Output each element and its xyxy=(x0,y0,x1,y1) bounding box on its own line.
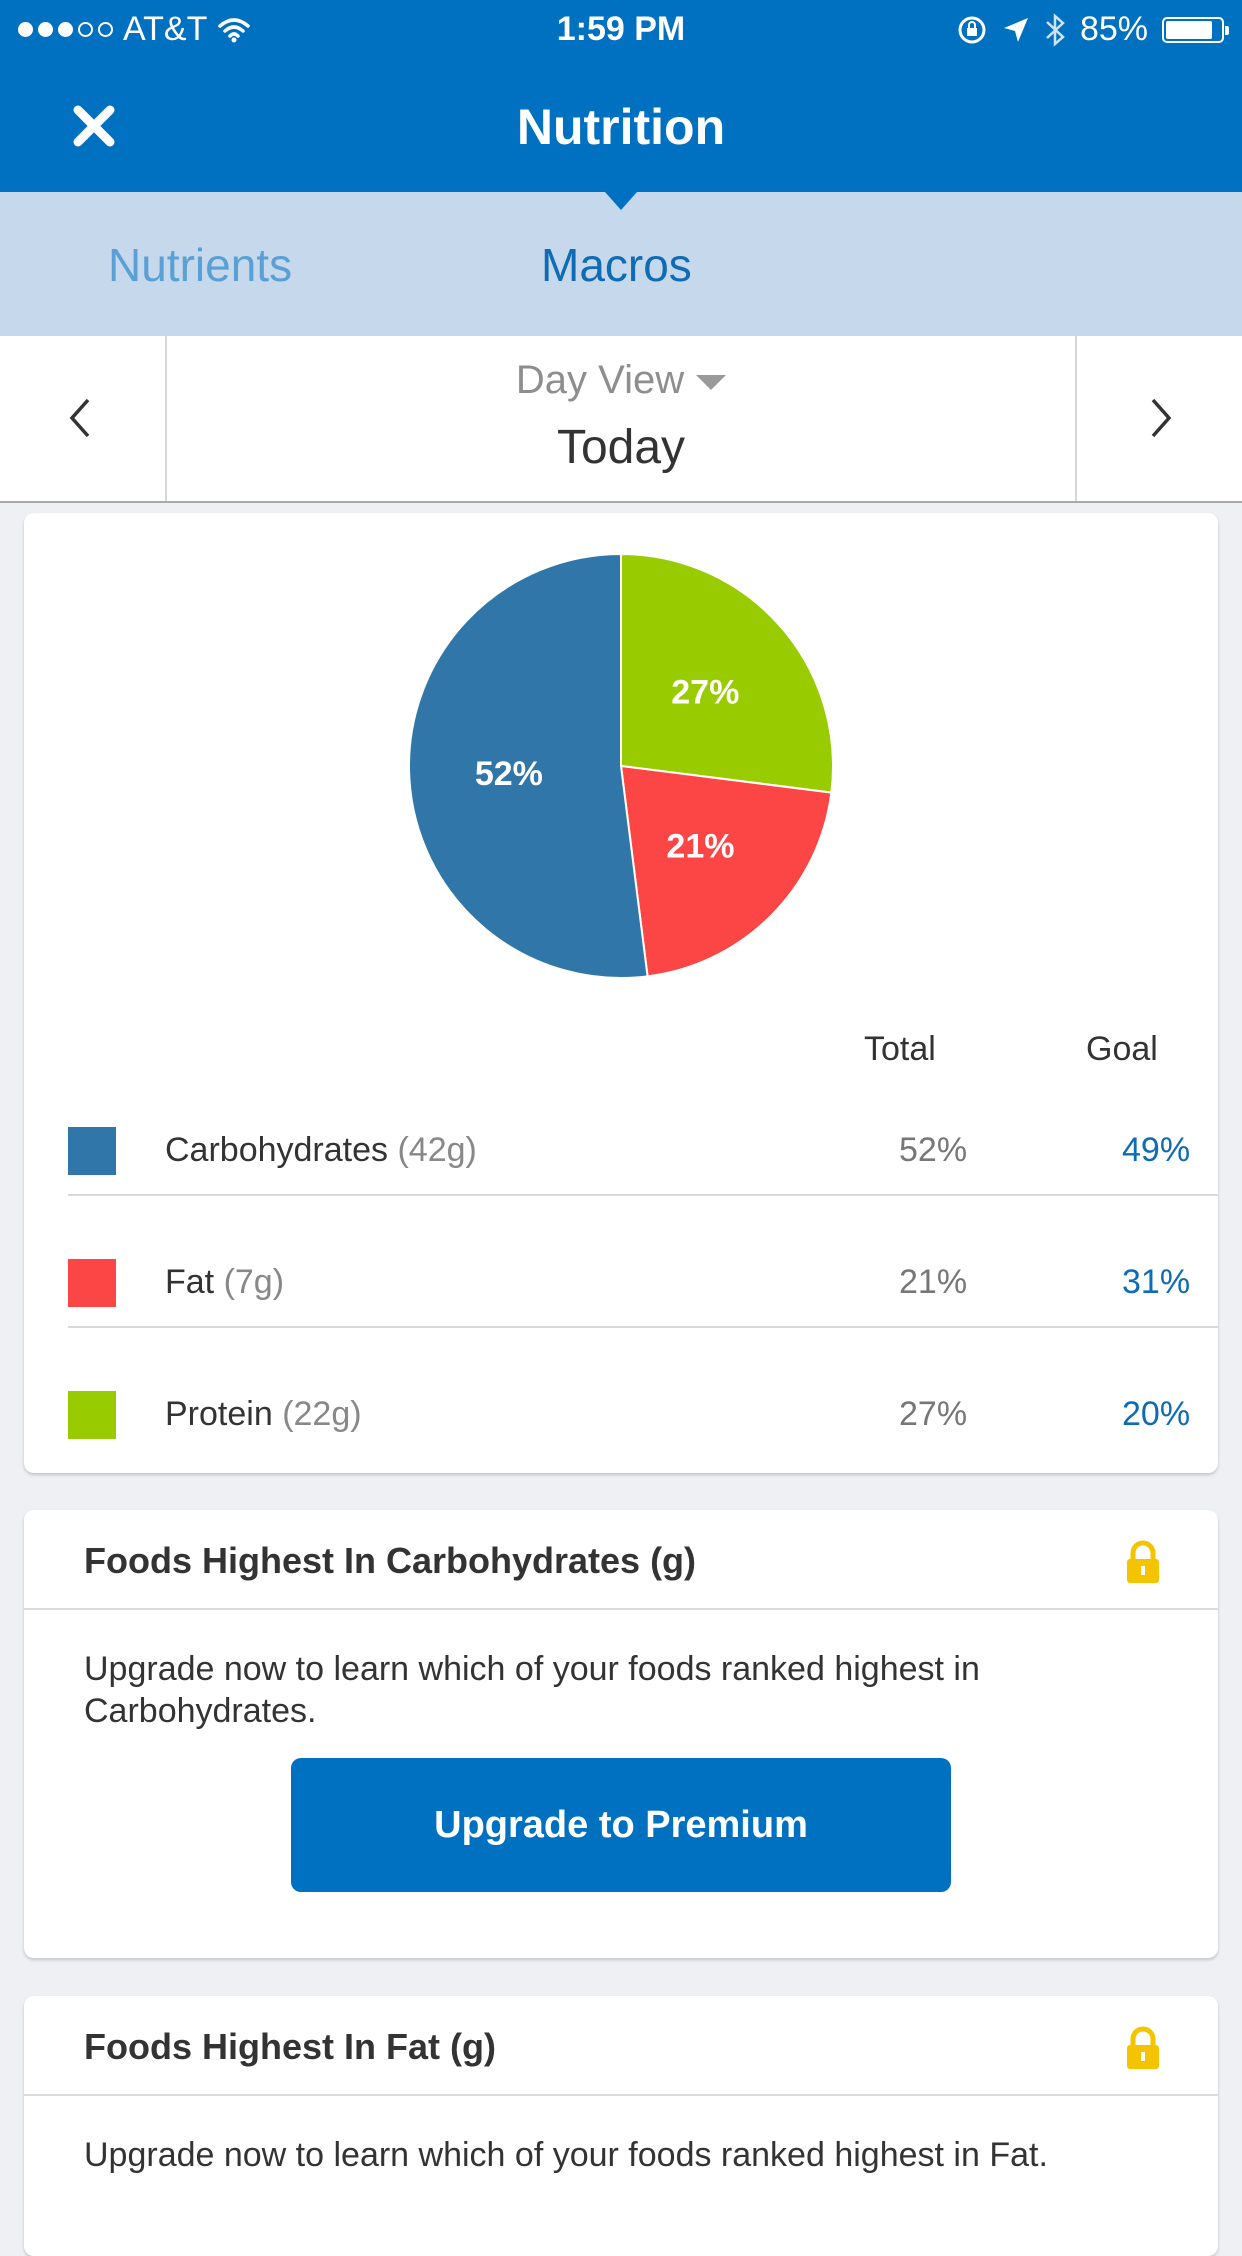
macro-row-fat: Fat (7g) 21% 31% xyxy=(68,1211,1218,1343)
macros-pie-chart: 27% 21% 52% xyxy=(408,552,834,979)
caret-down-icon xyxy=(696,374,727,390)
macro-grams: (42g) xyxy=(397,1131,477,1169)
view-mode-dropdown[interactable]: Day View xyxy=(0,358,1242,403)
card-description: Upgrade now to learn which of your foods… xyxy=(84,2136,1048,2174)
macro-goal-percent: 49% xyxy=(1122,1131,1191,1169)
lock-icon xyxy=(1127,1540,1159,1583)
chevron-left-icon xyxy=(69,398,90,438)
protein-swatch xyxy=(68,1391,116,1439)
status-bar: AT&T 1:59 PM 85% xyxy=(0,0,1242,62)
battery-fill xyxy=(1166,20,1212,39)
wifi-icon xyxy=(218,17,251,42)
macro-goal-percent: 31% xyxy=(1122,1263,1191,1301)
tab-bar: Nutrients Macros xyxy=(0,192,1242,336)
row-divider xyxy=(68,1194,1218,1196)
tab-nutrients[interactable]: Nutrients xyxy=(108,239,293,291)
pie-slice-fat xyxy=(619,764,833,978)
macro-total-percent: 21% xyxy=(899,1263,968,1301)
macro-grams: (7g) xyxy=(223,1263,285,1301)
pie-slice-protein xyxy=(620,552,834,794)
macro-name-wrapper: Protein (22g) xyxy=(165,1395,362,1434)
close-icon[interactable] xyxy=(70,102,118,150)
pie-label-carbohydrates: 52% xyxy=(475,755,543,793)
card-title: Foods Highest In Carbohydrates (g) xyxy=(84,1540,697,1581)
carrier-name: AT&T xyxy=(123,10,208,48)
view-mode-label: Day View xyxy=(515,358,685,402)
macro-name: Fat xyxy=(165,1263,215,1301)
tab-macros[interactable]: Macros xyxy=(541,239,692,291)
lock-icon xyxy=(1127,2026,1159,2069)
macro-name: Protein xyxy=(165,1395,273,1433)
foods-highest-carbohydrates-card: Foods Highest In Carbohydrates (g) Upgra… xyxy=(24,1510,1218,1958)
macro-total-percent: 52% xyxy=(899,1131,968,1169)
day-selector: Day View Today xyxy=(0,336,1242,503)
nav-bar: Nutrition xyxy=(0,62,1242,192)
rotation-lock-icon xyxy=(958,16,986,43)
signal-strength-icon xyxy=(18,22,113,37)
chevron-right-icon xyxy=(1151,398,1172,438)
card-header: Foods Highest In Fat (g) xyxy=(24,1996,1218,2096)
total-column-header: Total xyxy=(864,1030,936,1068)
previous-day-button[interactable] xyxy=(0,336,167,501)
upgrade-to-premium-button[interactable]: Upgrade to Premium xyxy=(291,1758,951,1892)
macro-name-wrapper: Carbohydrates (42g) xyxy=(165,1131,477,1170)
macro-grams: (22g) xyxy=(282,1395,362,1433)
card-title: Foods Highest In Fat (g) xyxy=(84,2026,496,2067)
card-description: Upgrade now to learn which of your foods… xyxy=(84,1650,980,1730)
battery-percent: 85% xyxy=(1079,10,1148,48)
macro-name-wrapper: Fat (7g) xyxy=(165,1263,284,1302)
carbohydrates-swatch xyxy=(68,1127,116,1175)
page-title: Nutrition xyxy=(516,99,726,155)
pie-label-fat: 21% xyxy=(666,827,734,865)
battery-icon xyxy=(1162,16,1229,43)
macro-row-carbohydrates: Carbohydrates (42g) 52% 49% xyxy=(68,1079,1218,1211)
location-icon xyxy=(1003,17,1028,42)
goal-column-header: Goal xyxy=(1086,1030,1158,1068)
status-right: 85% xyxy=(956,10,1229,49)
pie-slice-carbohydrates xyxy=(408,552,649,979)
bluetooth-icon xyxy=(1046,12,1065,47)
row-divider xyxy=(68,1326,1218,1328)
status-time: 1:59 PM xyxy=(556,10,686,48)
macro-row-protein: Protein (22g) 27% 20% xyxy=(68,1343,1218,1475)
next-day-button[interactable] xyxy=(1075,336,1242,501)
status-left: AT&T xyxy=(18,10,251,49)
macro-name: Carbohydrates xyxy=(165,1131,389,1169)
pie-label-protein: 27% xyxy=(671,674,739,712)
active-tab-indicator xyxy=(605,192,637,210)
date-label: Today xyxy=(556,421,686,474)
card-header: Foods Highest In Carbohydrates (g) xyxy=(24,1510,1218,1610)
foods-highest-fat-card: Foods Highest In Fat (g) Upgrade now to … xyxy=(24,1996,1218,2256)
macros-chart-card: 27% 21% 52% Total Goal Carbohydrates (42g)… xyxy=(24,513,1218,1473)
macro-total-percent: 27% xyxy=(899,1395,968,1433)
macro-goal-percent: 20% xyxy=(1122,1395,1191,1433)
fat-swatch xyxy=(68,1259,116,1307)
